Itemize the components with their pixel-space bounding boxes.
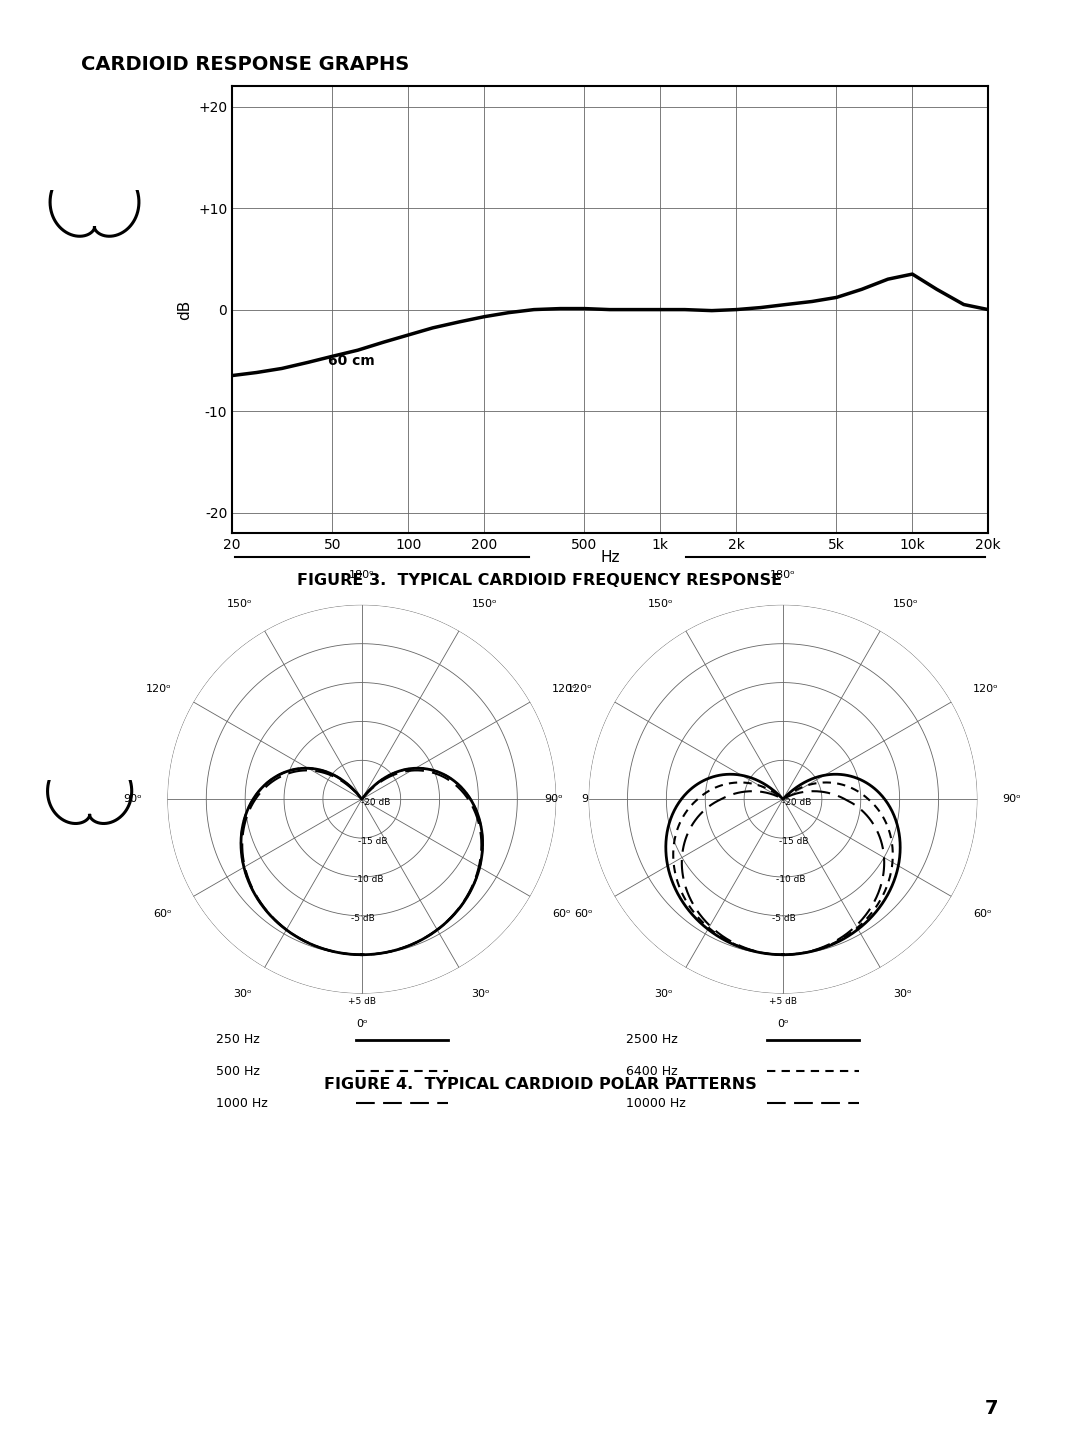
Text: 250 Hz: 250 Hz (216, 1032, 260, 1047)
Text: 7: 7 (985, 1398, 998, 1418)
Text: 180ᵒ: 180ᵒ (349, 570, 375, 579)
Text: -20 dB: -20 dB (782, 798, 812, 806)
Text: Hz: Hz (600, 550, 620, 564)
Text: FIGURE 3.  TYPICAL CARDIOID FREQUENCY RESPONSE: FIGURE 3. TYPICAL CARDIOID FREQUENCY RES… (297, 573, 783, 588)
Text: -20 dB: -20 dB (361, 798, 391, 806)
Text: 150ᵒ: 150ᵒ (893, 599, 918, 609)
Text: English: English (1034, 382, 1047, 446)
Text: +5 dB: +5 dB (348, 998, 376, 1007)
Text: 60ᵒ: 60ᵒ (552, 909, 570, 919)
Text: 1000 Hz: 1000 Hz (216, 1096, 268, 1110)
Text: 180ᵒ: 180ᵒ (770, 570, 796, 579)
Text: 6400 Hz: 6400 Hz (626, 1064, 678, 1079)
Text: 10000 Hz: 10000 Hz (626, 1096, 686, 1110)
Text: 60 cm: 60 cm (328, 354, 375, 369)
Text: 120ᵒ: 120ᵒ (552, 684, 578, 694)
Text: 90ᵒ: 90ᵒ (1002, 795, 1022, 804)
Text: 30ᵒ: 30ᵒ (654, 989, 673, 999)
Text: 30ᵒ: 30ᵒ (472, 989, 490, 999)
Text: 0ᵒ: 0ᵒ (778, 1020, 788, 1028)
Text: 150ᵒ: 150ᵒ (472, 599, 497, 609)
Text: 90ᵒ: 90ᵒ (123, 795, 143, 804)
Text: -10 dB: -10 dB (775, 876, 805, 884)
Text: 60ᵒ: 60ᵒ (973, 909, 991, 919)
Text: -10 dB: -10 dB (354, 876, 383, 884)
Text: 30ᵒ: 30ᵒ (893, 989, 912, 999)
Text: 2500 Hz: 2500 Hz (626, 1032, 678, 1047)
Text: -15 dB: -15 dB (779, 837, 809, 845)
Text: 0ᵒ: 0ᵒ (356, 1020, 367, 1028)
Text: 120ᵒ: 120ᵒ (146, 684, 172, 694)
Text: -5 dB: -5 dB (772, 914, 796, 923)
Text: CARDIOID RESPONSE GRAPHS: CARDIOID RESPONSE GRAPHS (81, 55, 409, 73)
Text: 60ᵒ: 60ᵒ (575, 909, 593, 919)
Text: 150ᵒ: 150ᵒ (227, 599, 252, 609)
Text: 90ᵒ: 90ᵒ (544, 795, 564, 804)
Text: 500 Hz: 500 Hz (216, 1064, 260, 1079)
Text: 90ᵒ: 90ᵒ (581, 795, 600, 804)
Text: 120ᵒ: 120ᵒ (973, 684, 999, 694)
Text: 30ᵒ: 30ᵒ (233, 989, 252, 999)
Text: 60ᵒ: 60ᵒ (153, 909, 172, 919)
Text: -5 dB: -5 dB (351, 914, 375, 923)
Text: FIGURE 4.  TYPICAL CARDIOID POLAR PATTERNS: FIGURE 4. TYPICAL CARDIOID POLAR PATTERN… (324, 1077, 756, 1092)
Text: +5 dB: +5 dB (769, 998, 797, 1007)
Text: -15 dB: -15 dB (357, 837, 388, 845)
Text: 150ᵒ: 150ᵒ (648, 599, 673, 609)
Text: 120ᵒ: 120ᵒ (567, 684, 593, 694)
Y-axis label: dB: dB (177, 300, 192, 320)
